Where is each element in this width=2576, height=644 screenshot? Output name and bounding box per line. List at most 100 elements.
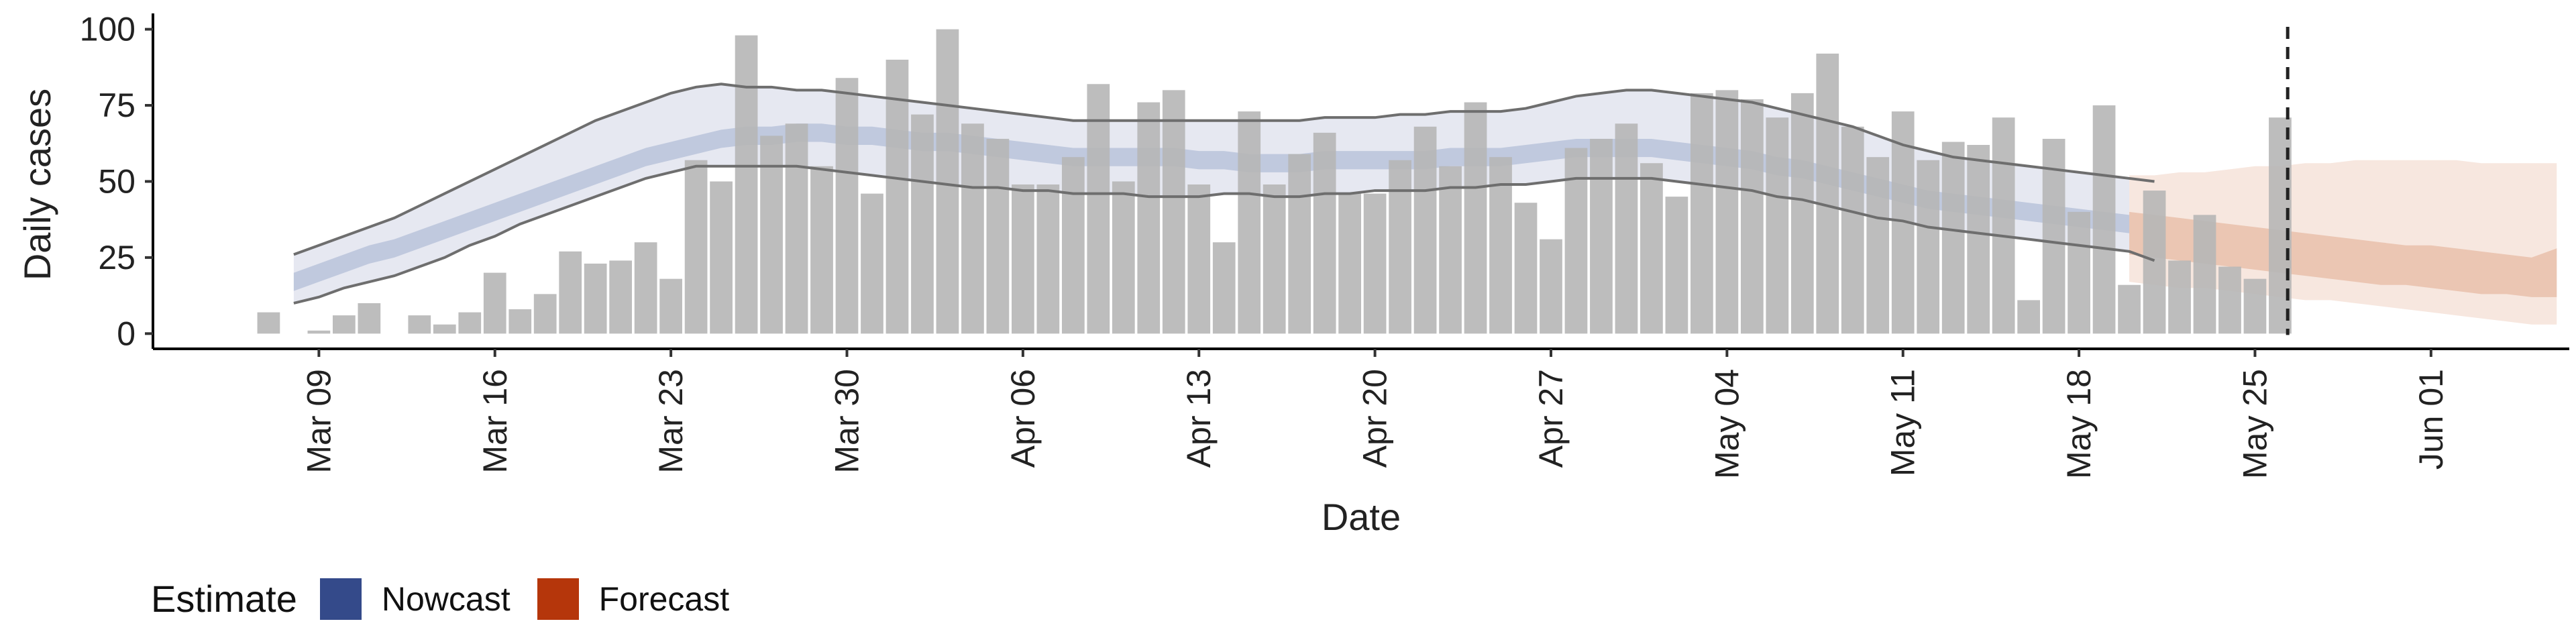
bar: [1992, 117, 2015, 334]
bar: [1866, 157, 1890, 334]
y-tick-label: 25: [98, 239, 136, 276]
bar: [2092, 105, 2116, 334]
x-tick-label: May 04: [1708, 369, 1746, 479]
x-tick-label: Mar 16: [476, 369, 514, 474]
bar: [2118, 284, 2141, 334]
bar: [408, 315, 431, 334]
bar: [760, 136, 783, 334]
y-tick-label: 75: [98, 87, 136, 124]
bar: [483, 272, 506, 334]
y-tick-label: 0: [117, 315, 136, 352]
forecast-band-50: [2129, 211, 2557, 297]
x-tick-label: Apr 06: [1004, 369, 1042, 468]
bar: [1967, 145, 1990, 334]
bar: [1087, 84, 1110, 334]
bar: [2168, 260, 2191, 334]
bar: [735, 35, 758, 334]
bar: [1238, 111, 1261, 334]
nowcast-upper-line: [293, 83, 2155, 256]
bar: [458, 312, 482, 334]
x-tick-label: Mar 23: [652, 369, 690, 474]
bar: [2193, 215, 2216, 334]
bar: [710, 181, 733, 334]
bar: [1363, 193, 1387, 334]
bar: [559, 251, 582, 334]
bar: [1740, 99, 1764, 334]
legend-title: Estimate: [151, 578, 297, 620]
bar: [1665, 197, 1688, 334]
ci50-bands: [293, 123, 2557, 297]
legend-label-nowcast: Nowcast: [381, 580, 511, 618]
interval-lines: [293, 83, 2155, 305]
legend-swatch-nowcast: [319, 578, 362, 620]
x-tick-label: Mar 09: [300, 369, 337, 474]
bar: [533, 294, 557, 334]
bar: [936, 29, 959, 334]
x-ticks: Mar 09 Mar 16 Mar 23 Mar 30 Apr 06 Apr 13 Apr …: [300, 349, 2450, 479]
y-axis-label: Daily cases: [16, 89, 58, 280]
bar: [433, 324, 456, 334]
bar: [1036, 184, 1060, 334]
bar: [1212, 242, 1236, 334]
bar: [1615, 123, 1638, 334]
x-axis-label: Date: [1322, 496, 1401, 538]
bar: [1389, 160, 1411, 334]
bar: [1564, 148, 1588, 334]
bar: [835, 78, 859, 334]
bar: [1263, 184, 1286, 334]
bar: [961, 123, 984, 334]
x-tick-label: Jun 01: [2412, 369, 2450, 470]
x-tick-label: Mar 30: [828, 369, 865, 474]
bar: [1162, 90, 1185, 334]
legend-swatch-forecast: [537, 578, 579, 620]
bar: [634, 242, 657, 334]
bar: [1514, 203, 1538, 334]
bar: [2243, 278, 2267, 334]
bar: [1917, 160, 1940, 334]
nowcast-band-50: [293, 123, 2155, 291]
bar: [1590, 138, 1613, 334]
bar: [2068, 211, 2090, 334]
bar: [1187, 184, 1211, 334]
y-tick-label: 100: [80, 11, 136, 48]
bar: [257, 312, 280, 334]
y-ticks: 0 25 50 75 100: [80, 11, 153, 352]
bar: [684, 160, 708, 334]
bar: [1715, 90, 1739, 334]
bar: [508, 309, 532, 334]
bar: [885, 59, 909, 334]
bar: [2218, 266, 2241, 334]
bar: [2017, 300, 2041, 334]
bar: [1137, 102, 1161, 334]
bar: [659, 278, 682, 334]
x-tick-label: Apr 20: [1356, 369, 1394, 468]
bar: [1439, 166, 1462, 334]
bar: [1061, 157, 1085, 334]
y-tick-label: 50: [98, 162, 136, 200]
bar: [1790, 93, 1814, 334]
bar: [1690, 93, 1713, 334]
bar: [1941, 142, 1965, 334]
legend-item-forecast: Forecast: [537, 578, 729, 620]
bar: [986, 138, 1010, 334]
bar: [332, 315, 356, 334]
bar: [358, 303, 381, 334]
bar: [1288, 154, 1311, 334]
bar: [1338, 193, 1361, 334]
bar: [584, 263, 607, 334]
bar: [911, 114, 934, 334]
bar: [1816, 53, 1839, 334]
legend-item-nowcast: Nowcast: [319, 578, 511, 620]
bar: [1766, 117, 1789, 334]
bar: [1313, 132, 1336, 334]
bar: [861, 193, 883, 334]
x-tick-label: May 18: [2060, 369, 2098, 479]
x-tick-label: May 25: [2236, 369, 2273, 479]
bar: [1841, 126, 1864, 334]
bar: [1413, 126, 1437, 334]
bar: [1012, 184, 1034, 334]
bar: [785, 123, 808, 334]
bar: [1464, 102, 1487, 334]
bar: [810, 166, 833, 334]
bars: [257, 29, 2292, 334]
